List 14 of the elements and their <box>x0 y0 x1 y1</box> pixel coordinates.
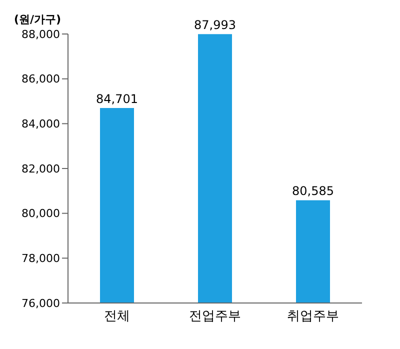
y-tick-label: 88,000 <box>22 28 60 41</box>
x-tick-label: 전체 <box>104 309 130 324</box>
data-label: 80,585 <box>292 184 334 198</box>
data-label: 84,701 <box>96 92 138 106</box>
y-tick-label: 76,000 <box>22 296 60 310</box>
y-tick-label: 84,000 <box>22 118 60 131</box>
y-tick-label: 80,000 <box>22 207 60 220</box>
data-label: 87,993 <box>194 18 236 32</box>
y-tick-label: 86,000 <box>22 72 60 86</box>
x-tick-label: 전업주부 <box>189 309 241 324</box>
y-tick-label: 78,000 <box>22 252 60 266</box>
x-tick-label: 취업주부 <box>287 309 339 324</box>
y-axis-title: (원/가구) <box>14 12 62 27</box>
y-tick-label: 82,000 <box>22 162 60 176</box>
